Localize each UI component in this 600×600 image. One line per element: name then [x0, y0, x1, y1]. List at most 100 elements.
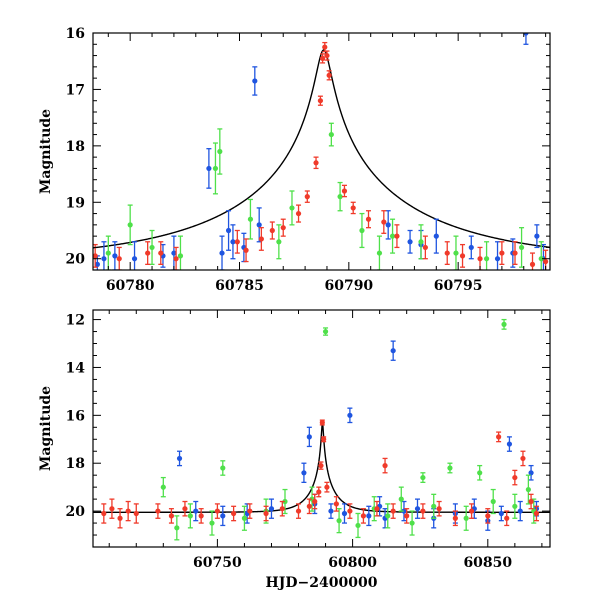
- data-point: [366, 513, 372, 519]
- data-point: [496, 434, 502, 440]
- data-point: [145, 250, 151, 256]
- series-green: [105, 122, 544, 270]
- data-point: [252, 78, 258, 84]
- data-point: [247, 216, 254, 222]
- x-tick-label: 60850: [463, 555, 512, 571]
- data-point: [319, 55, 326, 61]
- data-point: [105, 250, 111, 256]
- data-point: [385, 513, 391, 519]
- data-point: [385, 222, 391, 228]
- data-point: [322, 44, 328, 50]
- data-point: [109, 506, 115, 512]
- data-point: [512, 503, 518, 509]
- y-tick-label: 14: [66, 360, 86, 376]
- data-point: [318, 463, 324, 469]
- series-green: [160, 318, 537, 541]
- data-point: [101, 256, 107, 262]
- data-point: [409, 520, 415, 526]
- data-point: [381, 219, 387, 225]
- y-axis-label: Magnitude: [38, 386, 54, 471]
- data-point: [447, 465, 453, 471]
- data-point: [463, 515, 469, 521]
- data-point: [313, 160, 319, 166]
- data-point: [336, 518, 342, 524]
- data-point: [279, 506, 285, 512]
- series-blue: [94, 33, 547, 270]
- data-point: [177, 253, 184, 259]
- data-point: [543, 258, 549, 265]
- data-point: [212, 165, 219, 172]
- data-point: [282, 498, 288, 505]
- data-point: [268, 506, 275, 512]
- axes-frame: [92, 32, 551, 271]
- bottom-panel-full: 60750 60800 60850 12 14 16 18 20 Magnitude HJD−24…: [38, 309, 551, 591]
- y-tick-label: 16: [66, 408, 85, 424]
- data-point: [182, 506, 188, 512]
- data-point: [319, 419, 325, 426]
- x-tick-label: 60785: [215, 278, 264, 294]
- data-point: [359, 227, 365, 234]
- data-point: [490, 498, 496, 505]
- data-point: [316, 489, 322, 495]
- data-point: [333, 501, 339, 507]
- x-axis-label: HJD−2400000: [266, 575, 378, 591]
- data-point: [301, 470, 307, 476]
- data-point: [459, 253, 466, 259]
- data-point: [289, 205, 295, 211]
- data-point: [506, 441, 513, 447]
- series-red: [101, 419, 540, 529]
- data-point: [155, 508, 161, 514]
- data-point: [398, 496, 404, 502]
- plot-area: [93, 318, 550, 541]
- data-point: [324, 52, 330, 59]
- data-point: [125, 508, 131, 514]
- data-point: [523, 33, 529, 36]
- data-point: [401, 508, 407, 514]
- y-tick-label: 12: [66, 313, 85, 329]
- data-point: [220, 513, 226, 519]
- data-point: [317, 98, 324, 104]
- data-point: [436, 506, 442, 512]
- top-panel-zoom: 60780 60785 60790 60795 16 17 18 19 20 Magnitude: [38, 26, 551, 294]
- data-point: [394, 233, 400, 239]
- y-tick-label: 18: [66, 456, 85, 472]
- data-point: [306, 503, 312, 509]
- data-point: [529, 261, 536, 267]
- y-tick-label: 19: [66, 195, 85, 211]
- data-point: [158, 250, 164, 256]
- data-point: [390, 508, 396, 514]
- data-point: [374, 506, 380, 512]
- data-point: [168, 513, 175, 519]
- data-point: [116, 256, 122, 262]
- data-point: [198, 513, 204, 519]
- data-point: [269, 227, 275, 234]
- series-blue: [176, 340, 540, 531]
- data-point: [324, 484, 330, 490]
- x-tick-label: 60780: [106, 278, 155, 294]
- data-point: [518, 244, 525, 251]
- plot-area: [93, 33, 550, 270]
- y-axis-label: Magnitude: [38, 109, 54, 194]
- data-point: [312, 498, 318, 505]
- data-point: [230, 239, 236, 245]
- data-point: [304, 194, 310, 200]
- data-point: [337, 194, 343, 200]
- data-point: [93, 253, 98, 259]
- data-point: [127, 222, 133, 228]
- data-point: [231, 510, 237, 517]
- data-point: [468, 508, 475, 514]
- data-point: [209, 520, 215, 526]
- data-point: [365, 216, 372, 222]
- data-point: [501, 321, 507, 327]
- data-point: [171, 250, 177, 256]
- data-point: [376, 250, 383, 256]
- data-point: [256, 222, 262, 228]
- data-point: [420, 508, 426, 514]
- data-point: [280, 225, 286, 231]
- data-point: [533, 510, 540, 517]
- data-point: [404, 513, 410, 519]
- data-point: [306, 434, 312, 440]
- data-point: [534, 233, 540, 239]
- y-tick-label: 16: [66, 26, 85, 42]
